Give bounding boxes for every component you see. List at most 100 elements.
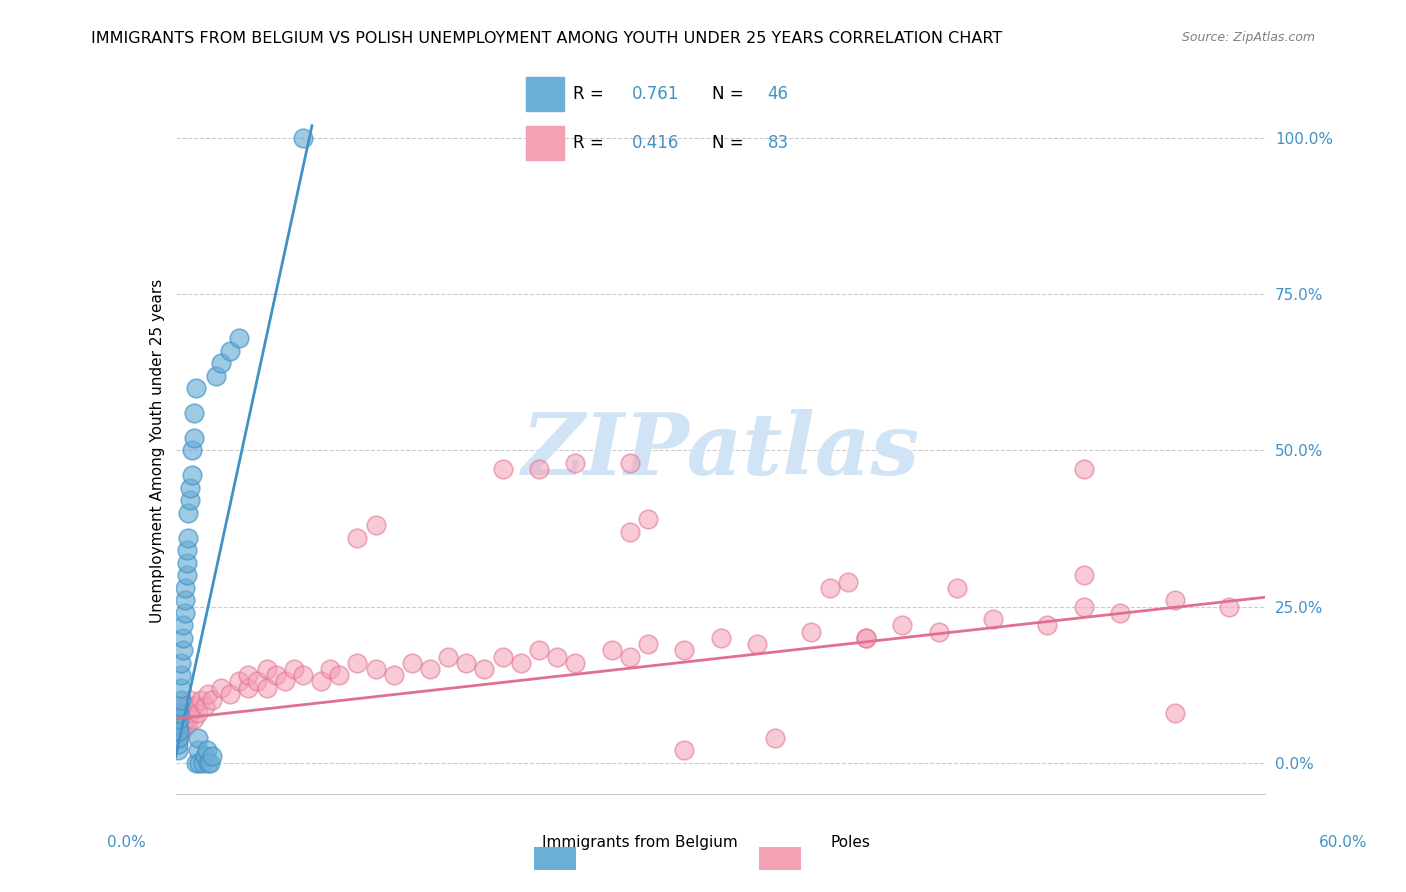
Point [176, 543, 198, 558]
Point [637, 512, 659, 526]
Point [527, 462, 550, 476]
Point [492, 649, 515, 664]
Point [527, 643, 550, 657]
Point [1163, 706, 1185, 720]
Point [197, 756, 219, 770]
Point [1073, 462, 1095, 476]
Point [183, 712, 205, 726]
Point [170, 681, 193, 695]
Point [619, 524, 641, 539]
Point [194, 699, 217, 714]
Point [291, 131, 314, 145]
Point [186, 706, 209, 720]
Point [170, 668, 193, 682]
Point [173, 581, 195, 595]
Point [169, 718, 191, 732]
Point [437, 649, 460, 664]
Point [855, 631, 877, 645]
Point [179, 493, 201, 508]
Text: 0.416: 0.416 [631, 135, 679, 153]
Point [173, 606, 195, 620]
Point [177, 699, 200, 714]
Point [176, 556, 198, 570]
Point [166, 737, 188, 751]
Point [238, 681, 260, 695]
Point [291, 668, 314, 682]
Point [474, 662, 496, 676]
Point [197, 687, 219, 701]
Point [256, 662, 278, 676]
Point [600, 643, 623, 657]
Point [194, 749, 217, 764]
Point [891, 618, 914, 632]
Point [219, 687, 242, 701]
Point [183, 431, 205, 445]
Point [346, 656, 368, 670]
Point [172, 718, 194, 732]
Point [183, 699, 205, 714]
Bar [526, 77, 564, 112]
Point [181, 468, 204, 483]
Point [186, 743, 209, 757]
Point [509, 656, 531, 670]
Point [800, 624, 823, 639]
Point [382, 668, 405, 682]
Point [177, 712, 200, 726]
Point [228, 674, 250, 689]
Point [945, 581, 967, 595]
Point [319, 662, 342, 676]
Point [763, 731, 786, 745]
Point [176, 718, 198, 732]
Point [166, 731, 188, 745]
Point [745, 637, 768, 651]
Point [169, 706, 191, 720]
Text: ZIPatlas: ZIPatlas [522, 409, 920, 492]
Point [204, 368, 226, 383]
Point [179, 693, 201, 707]
Point [169, 731, 191, 745]
Point [172, 706, 194, 720]
Point [195, 743, 218, 757]
Point [179, 706, 201, 720]
Text: N =: N = [711, 135, 749, 153]
Text: Immigrants from Belgium: Immigrants from Belgium [541, 836, 738, 850]
Text: R =: R = [572, 135, 609, 153]
Point [201, 749, 224, 764]
Point [170, 693, 193, 707]
Point [364, 518, 387, 533]
Point [1036, 618, 1059, 632]
Text: 0.761: 0.761 [631, 86, 679, 103]
Text: Source: ZipAtlas.com: Source: ZipAtlas.com [1181, 31, 1315, 45]
Y-axis label: Unemployment Among Youth under 25 years: Unemployment Among Youth under 25 years [149, 278, 165, 623]
Text: 46: 46 [768, 86, 789, 103]
Point [1163, 593, 1185, 607]
Point [710, 631, 733, 645]
Point [837, 574, 859, 589]
Point [173, 699, 195, 714]
Point [564, 656, 586, 670]
Point [256, 681, 278, 695]
Point [1218, 599, 1240, 614]
Point [619, 649, 641, 664]
Point [172, 643, 194, 657]
Point [201, 693, 224, 707]
Point [246, 674, 269, 689]
Point [200, 756, 222, 770]
Point [228, 331, 250, 345]
Point [179, 481, 201, 495]
Point [190, 693, 212, 707]
Point [166, 724, 188, 739]
Point [309, 674, 332, 689]
Point [401, 656, 423, 670]
Point [219, 343, 242, 358]
Point [166, 743, 188, 757]
Text: 83: 83 [768, 135, 789, 153]
Text: 0.0%: 0.0% [107, 836, 146, 850]
Point [183, 406, 205, 420]
Point [166, 724, 188, 739]
Point [619, 456, 641, 470]
Point [191, 756, 214, 770]
Point [328, 668, 350, 682]
Text: R =: R = [572, 86, 609, 103]
Point [209, 681, 232, 695]
